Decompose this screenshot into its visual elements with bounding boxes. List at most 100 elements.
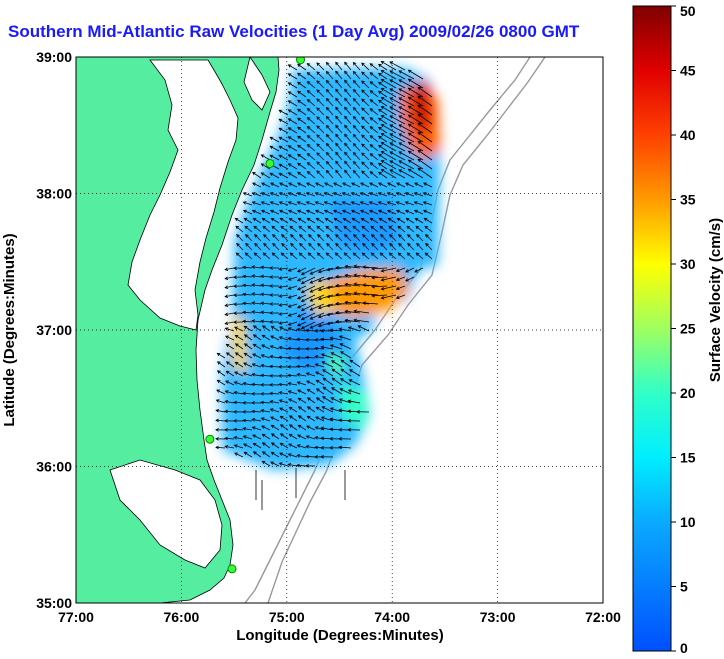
velocity-arrow-head bbox=[326, 294, 331, 299]
velocity-arrow-head bbox=[380, 268, 385, 273]
velocity-arrow bbox=[279, 407, 289, 413]
velocity-arrow-head bbox=[380, 61, 385, 65]
velocity-arrow bbox=[233, 401, 244, 404]
velocity-arrow-head bbox=[320, 446, 324, 450]
velocity-arrow-head bbox=[378, 162, 382, 167]
velocity-arrow bbox=[234, 391, 244, 395]
velocity-arrow bbox=[389, 88, 406, 98]
velocity-arrow-head bbox=[300, 307, 305, 312]
velocity-arrow bbox=[353, 161, 361, 170]
velocity-arrow-head bbox=[335, 292, 339, 297]
velocity-arrow bbox=[335, 79, 343, 89]
velocity-arrow-head bbox=[300, 298, 305, 303]
velocity-arrow bbox=[344, 252, 352, 260]
velocity-arrow-head bbox=[260, 283, 264, 288]
velocity-arrow bbox=[345, 265, 361, 269]
velocity-arrow bbox=[363, 275, 379, 278]
velocity-arrow bbox=[398, 160, 415, 170]
velocity-arrow-head bbox=[326, 267, 331, 272]
velocity-arrow bbox=[316, 397, 325, 404]
velocity-arrow bbox=[344, 234, 352, 242]
velocity-arrow-head bbox=[404, 209, 409, 214]
velocity-arrow-head bbox=[344, 79, 348, 84]
velocity-arrow bbox=[326, 116, 334, 125]
velocity-arrow bbox=[398, 88, 415, 98]
velocity-arrow-head bbox=[369, 99, 374, 103]
velocity-arrow-head bbox=[378, 182, 382, 186]
velocity-arrow-head bbox=[260, 364, 265, 368]
velocity-arrow bbox=[244, 451, 253, 458]
velocity-arrow bbox=[405, 267, 415, 273]
velocity-arrow-head bbox=[335, 142, 339, 147]
velocity-arrow bbox=[344, 125, 352, 134]
velocity-arrow-head bbox=[335, 265, 339, 270]
velocity-arrow-head bbox=[317, 305, 322, 310]
velocity-arrow bbox=[339, 398, 352, 404]
velocity-arrow-head bbox=[279, 326, 283, 330]
velocity-arrow bbox=[298, 397, 307, 404]
velocity-arrow bbox=[344, 98, 352, 107]
velocity-arrow-head bbox=[287, 82, 292, 86]
velocity-arrow-head bbox=[352, 160, 357, 165]
velocity-arrow bbox=[297, 389, 307, 395]
velocity-arrow bbox=[335, 142, 343, 152]
velocity-arrow-head bbox=[242, 192, 247, 196]
velocity-arrow bbox=[369, 108, 379, 116]
velocity-arrow bbox=[235, 352, 244, 359]
velocity-arrow bbox=[330, 344, 343, 350]
velocity-arrow-head bbox=[298, 225, 303, 230]
velocity-arrow bbox=[396, 267, 406, 272]
velocity-arrow bbox=[297, 444, 307, 449]
velocity-arrow-head bbox=[320, 455, 324, 459]
velocity-arrow bbox=[288, 337, 298, 341]
velocity-arrow bbox=[378, 109, 388, 116]
velocity-arrow bbox=[270, 201, 280, 206]
velocity-arrow bbox=[297, 117, 307, 125]
velocity-arrow-head bbox=[306, 81, 311, 85]
velocity-arrow-head bbox=[379, 225, 384, 230]
velocity-arrow bbox=[315, 201, 325, 206]
velocity-arrow-head bbox=[296, 209, 301, 214]
velocity-arrow-head bbox=[314, 355, 319, 359]
velocity-arrow bbox=[252, 192, 262, 197]
velocity-arrow-head bbox=[305, 347, 309, 351]
velocity-arrow-head bbox=[251, 274, 256, 278]
velocity-arrow bbox=[389, 106, 406, 116]
velocity-arrow-head bbox=[378, 108, 382, 113]
velocity-arrow bbox=[261, 417, 271, 422]
velocity-arrow bbox=[233, 428, 244, 431]
velocity-arrow-head bbox=[270, 433, 275, 437]
velocity-arrow bbox=[225, 327, 235, 332]
velocity-arrow-head bbox=[335, 301, 339, 306]
velocity-arrow-head bbox=[362, 301, 366, 305]
velocity-arrow-head bbox=[269, 355, 274, 359]
bathymetry-contour bbox=[267, 57, 546, 603]
velocity-arrow-head bbox=[352, 88, 357, 93]
velocity-arrow-head bbox=[424, 225, 429, 230]
velocity-arrow-head bbox=[325, 225, 330, 230]
velocity-arrow-head bbox=[287, 163, 292, 167]
velocity-arrow-head bbox=[300, 316, 305, 321]
velocity-arrow-head bbox=[387, 217, 392, 222]
velocity-arrow-head bbox=[309, 280, 314, 284]
velocity-arrow-head bbox=[296, 337, 300, 342]
velocity-arrow-head bbox=[260, 201, 265, 205]
velocity-arrow bbox=[290, 252, 298, 260]
velocity-arrow-head bbox=[288, 182, 292, 186]
velocity-arrow-head bbox=[306, 425, 310, 429]
velocity-arrow bbox=[348, 389, 361, 395]
velocity-arrow-head bbox=[422, 209, 427, 214]
velocity-arrow bbox=[279, 163, 289, 170]
velocity-arrow-head bbox=[242, 435, 247, 439]
delaware-bay bbox=[243, 57, 271, 111]
velocity-arrow bbox=[301, 312, 316, 320]
velocity-arrow-head bbox=[216, 370, 221, 374]
velocity-arrow bbox=[344, 89, 352, 98]
velocity-arrow-head bbox=[371, 275, 375, 280]
velocity-arrow-head bbox=[242, 401, 246, 405]
velocity-arrow bbox=[339, 328, 352, 332]
velocity-arrow-head bbox=[269, 154, 274, 158]
velocity-arrow-head bbox=[316, 107, 320, 111]
velocity-arrow bbox=[279, 145, 289, 152]
colorbar-tick-label: 35 bbox=[680, 192, 696, 208]
